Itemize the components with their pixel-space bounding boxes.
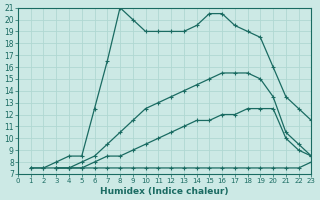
X-axis label: Humidex (Indice chaleur): Humidex (Indice chaleur) (100, 187, 229, 196)
